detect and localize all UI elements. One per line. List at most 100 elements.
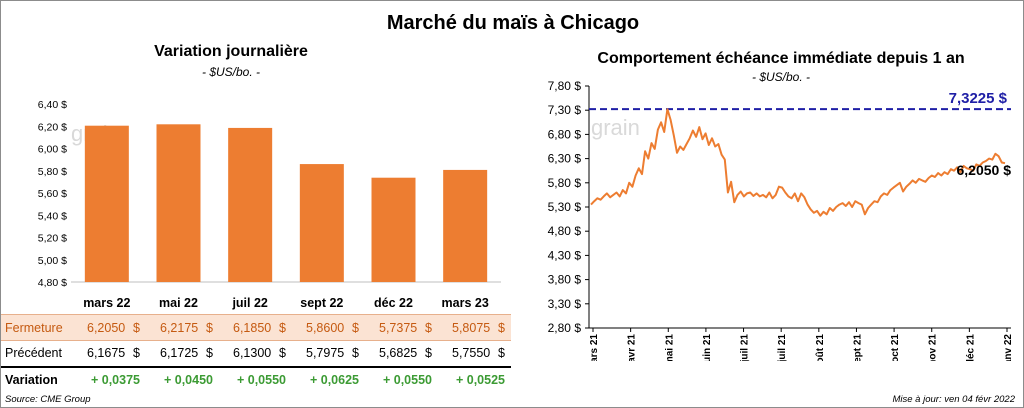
x-tick-label: juil 21 (740, 334, 751, 361)
cell-value: 5,8075 (452, 320, 491, 335)
cell-unit: $ (425, 320, 432, 335)
table-cell: 5,7550 $ (438, 340, 511, 368)
y-tick-label: 2,80 $ (548, 321, 582, 335)
table-cell: + 0,0550 (219, 367, 292, 393)
left-chart-unit: - $US/bo. - (201, 65, 261, 79)
bar-sept-22 (299, 164, 344, 282)
left-chart-title: Variation journalière (154, 43, 308, 60)
cell-unit: $ (352, 320, 359, 335)
line-chart: grain 2,80 $ 3,30 $ 3,80 $ 4,30 $ 4,80 $ 5,30 … (548, 79, 1014, 361)
cell-value: + 0,0625 (309, 373, 359, 387)
table-cell: 5,8600 $ (292, 314, 365, 341)
watermark-text: grain (591, 115, 640, 140)
x-tick-label: juil 22 (231, 296, 267, 310)
cell-unit: $ (279, 320, 286, 335)
x-tick-label: déc 21 (965, 334, 976, 361)
cell-unit: $ (133, 346, 140, 361)
y-tick-label: 6,20 $ (38, 121, 67, 133)
high-value-label: 7,3225 $ (949, 90, 1008, 107)
cell-value: 6,2050 (87, 320, 126, 335)
price-table: Fermeture 6,2050 $6,2175 $6,1850 $5,8600 $5,7… (1, 314, 511, 393)
table-cell: + 0,0550 (365, 367, 438, 393)
table-cell: 5,7975 $ (292, 340, 365, 368)
x-tick-label: sept 22 (300, 296, 343, 310)
cell-unit: $ (206, 346, 213, 361)
table-cell: + 0,0525 (438, 367, 511, 393)
y-tick-label: 5,20 $ (38, 233, 67, 245)
update-note: Mise à jour: ven 04 févr 2022 (892, 394, 1015, 405)
cell-value: 5,7550 (452, 346, 491, 361)
cell-unit: $ (206, 320, 213, 335)
cell-unit: $ (498, 320, 505, 335)
y-tick-label: 7,30 $ (548, 103, 582, 117)
cell-unit: $ (279, 346, 286, 361)
y-tick-label: 6,40 $ (38, 99, 67, 111)
y-tick-label: 4,30 $ (548, 248, 582, 262)
cell-value: 6,1675 (87, 346, 126, 361)
y-tick-label: 5,80 $ (38, 166, 67, 178)
cell-value: 6,1300 (233, 346, 272, 361)
table-cell: + 0,0450 (146, 367, 219, 393)
table-cell: 5,7375 $ (365, 314, 438, 341)
y-tick-label: 6,00 $ (38, 144, 67, 156)
row-label: Fermeture (1, 314, 73, 341)
y-tick-label: 5,60 $ (38, 188, 67, 200)
bar-mai-22 (156, 124, 201, 282)
table-cell: 6,1675 $ (73, 340, 146, 368)
x-tick-label: avr 21 (627, 334, 638, 361)
x-tick-label: août 21 (815, 334, 826, 361)
cell-value: + 0,0550 (236, 373, 286, 387)
x-tick-label: sept 21 (852, 334, 863, 361)
x-tick-label: oct 21 (890, 334, 901, 361)
cell-value: + 0,0450 (163, 373, 213, 387)
right-chart-unit: - $US/bo. - (751, 70, 811, 84)
y-tick-label: 5,30 $ (548, 200, 582, 214)
y-tick-label: 6,80 $ (548, 127, 582, 141)
cell-value: + 0,0375 (90, 373, 140, 387)
cell-value: + 0,0550 (382, 373, 432, 387)
bar-chart: grain4,80 $5,00 $5,20 $5,40 $5,60 $5,80 … (38, 99, 501, 310)
cell-value: 5,8600 (306, 320, 345, 335)
row-precedent: Précédent 6,1675 $6,1725 $6,1300 $5,7975 $5,6… (1, 340, 511, 368)
x-tick-label: janv 22 (1003, 334, 1014, 361)
right-chart-title: Comportement échéance immédiate depuis 1… (597, 50, 965, 67)
y-tick-label: 5,00 $ (38, 255, 67, 267)
cell-unit: $ (498, 346, 505, 361)
cell-unit: $ (425, 346, 432, 361)
row-variation: Variation + 0,0375 + 0,0450 + 0,0550 + 0,062… (1, 367, 511, 393)
y-tick-label: 5,80 $ (548, 176, 582, 190)
page-title: Marché du maïs à Chicago (386, 12, 640, 34)
x-tick-label: mai 21 (664, 334, 675, 361)
x-tick-label: nov 21 (928, 334, 939, 361)
table-cell: 6,1300 $ (219, 340, 292, 368)
table-cell: 6,2175 $ (146, 314, 219, 341)
y-tick-label: 6,30 $ (548, 152, 582, 166)
cell-value: 6,1725 (160, 346, 199, 361)
bar-déc-22 (371, 177, 416, 282)
y-tick-label: 3,30 $ (548, 297, 582, 311)
cell-value: 5,6825 (379, 346, 418, 361)
table-cell: + 0,0375 (73, 367, 146, 393)
x-tick-label: mai 22 (159, 296, 198, 310)
x-tick-label: mars 21 (589, 334, 600, 361)
row-label: Variation (5, 373, 58, 387)
cell-unit: $ (133, 320, 140, 335)
y-tick-label: 5,40 $ (38, 210, 67, 222)
x-tick-label: mars 23 (442, 296, 489, 310)
cell-value: 6,2175 (160, 320, 199, 335)
cell-value: 5,7975 (306, 346, 345, 361)
y-tick-label: 3,80 $ (548, 273, 582, 287)
row-label: Précédent (1, 340, 73, 368)
bar-mars-22 (84, 125, 129, 282)
y-tick-label: 4,80 $ (38, 277, 67, 289)
row-fermeture: Fermeture 6,2050 $6,2175 $6,1850 $5,8600 $5,7… (1, 314, 511, 341)
bar-mars-23 (443, 169, 488, 282)
price-series-line (590, 108, 1006, 217)
x-tick-label: juil 21 (777, 334, 788, 361)
bar-juil-22 (228, 127, 273, 282)
last-value-label: 6,2050 $ (957, 162, 1012, 178)
y-tick-label: 4,80 $ (548, 224, 582, 238)
cell-value: 6,1850 (233, 320, 272, 335)
cell-value: 5,7375 (379, 320, 418, 335)
